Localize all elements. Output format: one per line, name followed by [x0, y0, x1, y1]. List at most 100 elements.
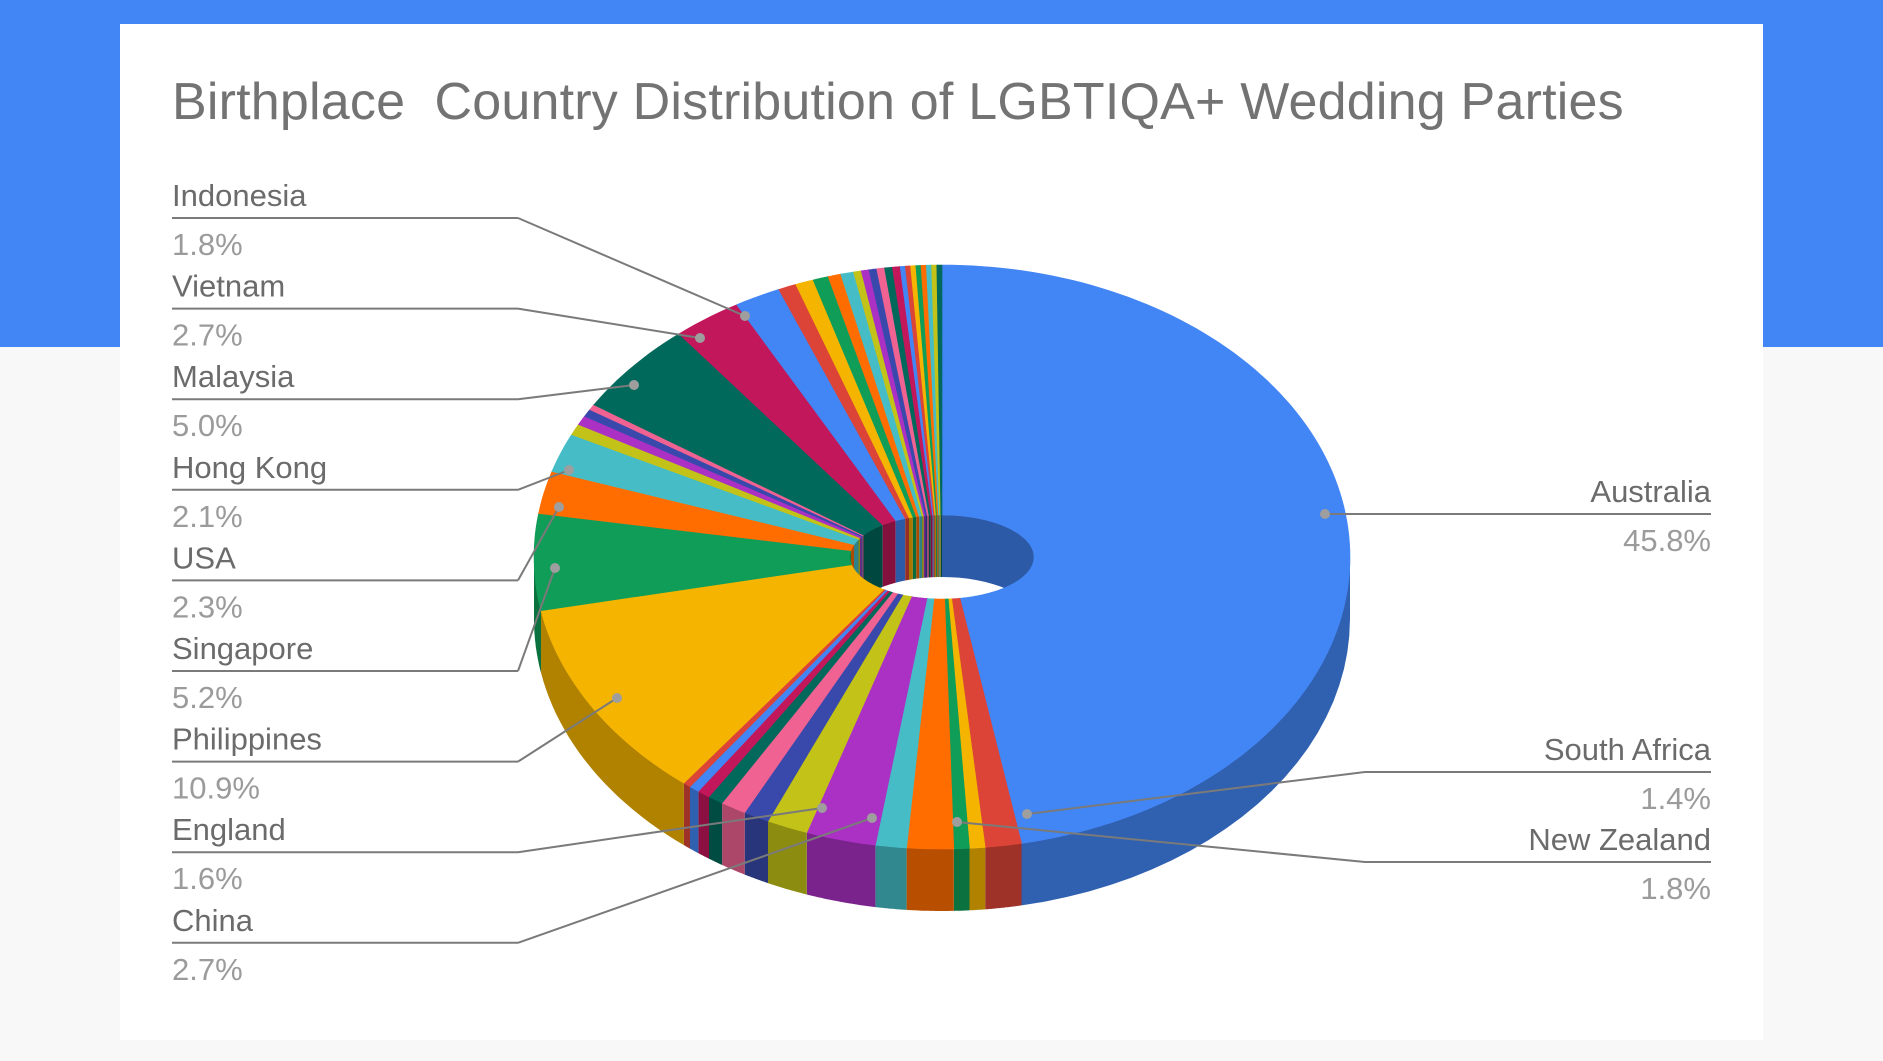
- slice-inner-37-1: [933, 515, 935, 578]
- label-name-usa: USA: [172, 540, 236, 575]
- label-pct-philippines: 10.9%: [172, 771, 260, 806]
- label-pct-hong-kong: 2.1%: [172, 499, 243, 534]
- slice-inner-41-1: [938, 515, 940, 577]
- label-name-china: China: [172, 903, 254, 938]
- label-pct-malaysia: 5.0%: [172, 408, 243, 443]
- leader-england: [517, 807, 823, 854]
- slice-side-12: [690, 786, 699, 854]
- leader-dot-usa: [554, 502, 564, 512]
- label-name-south-africa: South Africa: [1544, 732, 1712, 767]
- slice-side-8: [744, 812, 768, 884]
- slice-side-5: [875, 845, 907, 910]
- label-china: China 2.7%: [172, 813, 877, 987]
- leader-dot-singapore: [550, 563, 560, 573]
- leader-dot-philippines: [612, 693, 622, 703]
- slice-inner-27-1: [912, 516, 917, 580]
- slice-inner-22-1: [863, 524, 883, 598]
- label-vietnam: Vietnam 2.7%: [172, 269, 705, 353]
- slice-inner-29-1: [919, 516, 922, 579]
- label-pct-new-zealand: 1.8%: [1640, 871, 1711, 906]
- leader-dot-south-africa: [1022, 809, 1032, 819]
- label-pct-australia: 45.8%: [1623, 523, 1711, 558]
- label-indonesia: Indonesia 1.8%: [172, 178, 750, 321]
- slice-inner-43-1: [940, 515, 942, 577]
- leader-hong-kong: [517, 469, 570, 491]
- slice-inner-33-1: [927, 515, 929, 578]
- leader-dot-vietnam: [695, 333, 705, 343]
- slice-side-1: [985, 843, 1022, 910]
- label-name-philippines: Philippines: [172, 722, 322, 757]
- label-pct-indonesia: 1.8%: [172, 227, 243, 262]
- leader-dot-malaysia: [629, 380, 639, 390]
- label-pct-china: 2.7%: [172, 952, 243, 987]
- leader-new-zealand: [956, 821, 1366, 863]
- label-pct-singapore: 5.2%: [172, 680, 243, 715]
- slice-inner-24-1: [895, 518, 906, 583]
- label-malaysia: Malaysia 5.0%: [172, 359, 639, 443]
- slice-inner-30-1: [922, 515, 924, 578]
- label-usa: USA 2.3%: [172, 502, 564, 624]
- label-pct-vietnam: 2.7%: [172, 318, 243, 353]
- label-singapore: Singapore 5.2%: [172, 563, 560, 715]
- label-australia: Australia 45.8%: [1320, 474, 1712, 558]
- slice-inner-42-1: [939, 515, 941, 577]
- label-philippines: Philippines 10.9%: [172, 693, 622, 806]
- slice-side-0: [1021, 557, 1350, 906]
- slice-side-3: [953, 848, 970, 911]
- label-pct-south-africa: 1.4%: [1640, 781, 1711, 816]
- label-name-indonesia: Indonesia: [172, 178, 307, 213]
- leader-vietnam: [517, 307, 701, 339]
- slice-inner-28-1: [916, 516, 920, 579]
- label-pct-england: 1.6%: [172, 861, 243, 896]
- slice-inner-25-1: [905, 517, 909, 581]
- label-new-zealand: New Zealand 1.8%: [952, 817, 1711, 906]
- leader-indonesia: [517, 217, 746, 317]
- slice-side-4: [906, 847, 954, 911]
- slice-side-7: [768, 821, 807, 895]
- chart-title: Birthplace Country Distribution of LGBTI…: [172, 73, 1624, 131]
- leader-singapore: [517, 567, 556, 672]
- donut-top: [533, 264, 1351, 850]
- label-name-singapore: Singapore: [172, 631, 313, 666]
- slice-inner-26-1: [909, 517, 913, 580]
- slice-side-2: [969, 847, 986, 911]
- label-pct-usa: 2.3%: [172, 589, 243, 624]
- leader-china: [517, 817, 873, 944]
- slice-inner-36-1: [932, 515, 934, 578]
- slice-side-13: [683, 783, 690, 849]
- slice-inner-31-1: [923, 515, 926, 578]
- leader-dot-england: [817, 803, 827, 813]
- slice-inner-35-1: [930, 515, 933, 578]
- leader-dot-australia: [1320, 509, 1330, 519]
- slice-inner-0-0: [942, 515, 1034, 619]
- leader-dot-new-zealand: [952, 817, 962, 827]
- label-name-australia: Australia: [1590, 474, 1711, 509]
- leader-philippines: [517, 697, 618, 763]
- label-name-vietnam: Vietnam: [172, 269, 285, 304]
- label-south-africa: South Africa 1.4%: [1022, 732, 1712, 819]
- leader-dot-indonesia: [740, 311, 750, 321]
- label-name-england: England: [172, 812, 286, 847]
- slice-inner-38-1: [934, 515, 937, 578]
- slice-inner-23-1: [882, 520, 896, 587]
- label-name-new-zealand: New Zealand: [1528, 822, 1711, 857]
- label-england: England 1.6%: [172, 803, 827, 896]
- slice-side-14: [541, 610, 684, 846]
- label-hong-kong: Hong Kong 2.1%: [172, 450, 574, 534]
- leader-dot-china: [867, 813, 877, 823]
- leader-south-africa: [1026, 771, 1366, 815]
- slice-side-6: [806, 832, 876, 908]
- slice-inner-40-1: [937, 515, 939, 578]
- label-name-hong-kong: Hong Kong: [172, 450, 327, 485]
- slice-43: [936, 264, 943, 516]
- label-name-malaysia: Malaysia: [172, 359, 295, 394]
- leader-dot-hong-kong: [564, 465, 574, 475]
- slice-inner-32-1: [925, 515, 928, 578]
- leader-malaysia: [517, 384, 635, 401]
- slice-inner-34-1: [929, 515, 931, 578]
- slice-side-10: [709, 796, 723, 865]
- slice-inner-39-1: [936, 515, 938, 578]
- leader-usa: [517, 506, 560, 581]
